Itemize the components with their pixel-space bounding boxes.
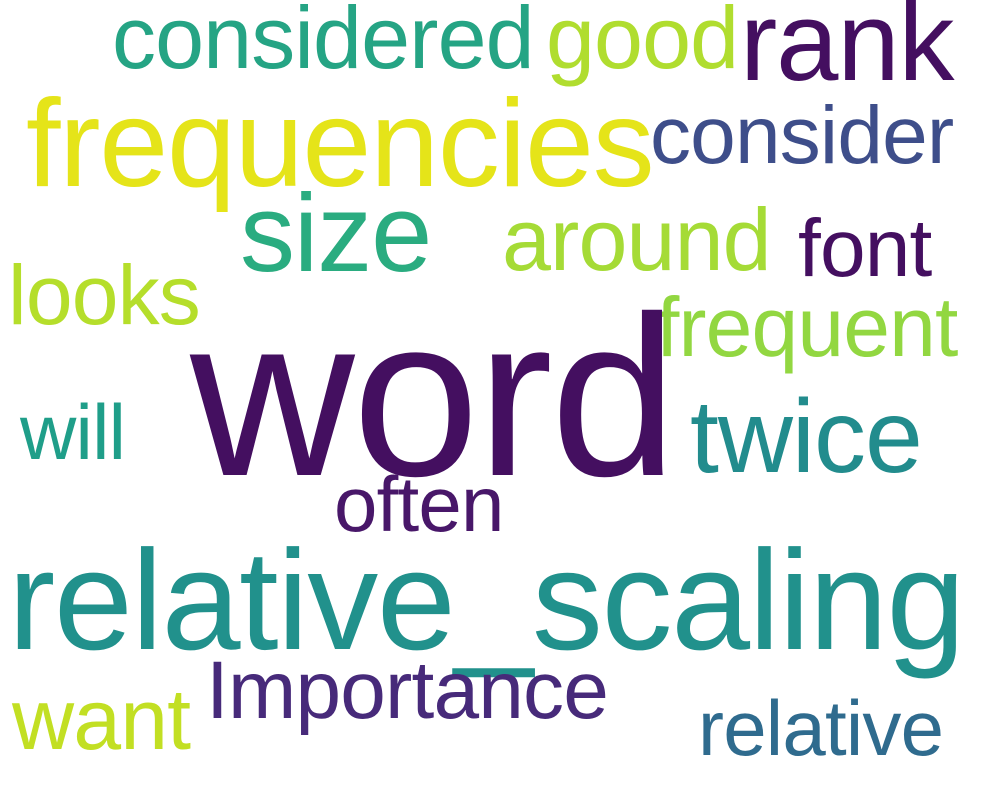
word-font: font xyxy=(798,203,932,294)
word-will: will xyxy=(20,388,126,476)
word-size: size xyxy=(240,172,432,295)
word-frequencies: frequencies xyxy=(26,75,655,213)
word-rank: rank xyxy=(740,0,955,104)
word-relative: relative xyxy=(698,684,944,772)
word-importance: Importance xyxy=(206,645,609,736)
word-twice: twice xyxy=(690,379,923,495)
word-consider: consider xyxy=(650,90,954,181)
word-relative-scaling: relative_scaling xyxy=(8,521,965,680)
word-word: word xyxy=(190,270,677,524)
word-good: good xyxy=(546,0,739,87)
word-considered: considered xyxy=(112,0,535,87)
word-frequent: frequent xyxy=(656,280,958,374)
word-looks: looks xyxy=(8,248,201,342)
word-want: want xyxy=(12,672,191,768)
word-often: often xyxy=(334,460,504,548)
word-around: around xyxy=(502,190,772,289)
